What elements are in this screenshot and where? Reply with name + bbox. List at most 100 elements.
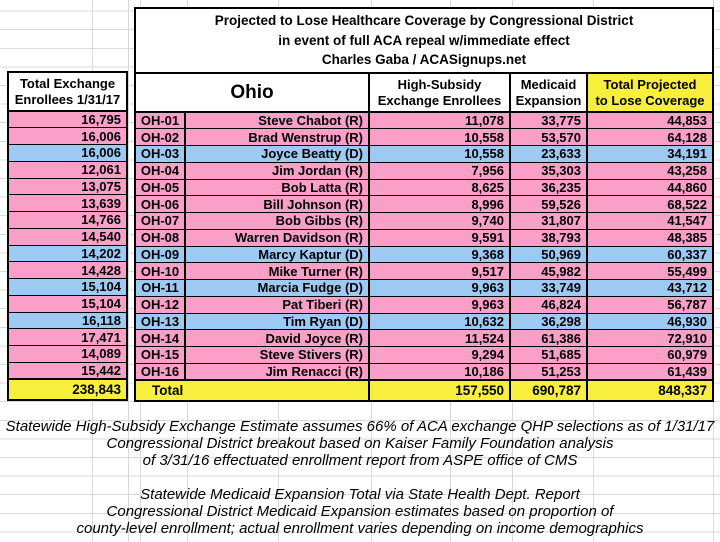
medicaid-expansion-cell[interactable]: 51,685 [509,346,588,364]
medicaid-expansion-cell[interactable]: 45,982 [509,262,588,280]
representative-cell[interactable]: Marcia Fudge (D) [184,279,370,297]
medicaid-expansion-cell[interactable]: 33,749 [509,279,588,297]
high-subsidy-header[interactable]: High-Subsidy Exchange Enrollees [368,72,511,113]
total-projected-cell[interactable]: 68,522 [585,195,715,213]
high-subsidy-cell[interactable]: 9,740 [368,212,511,230]
representative-cell[interactable]: Steve Chabot (R) [184,111,370,130]
total-projected-cell[interactable]: 55,499 [585,262,715,280]
district-code-cell[interactable]: OH-08 [134,228,186,247]
high-subsidy-cell[interactable]: 11,078 [368,111,511,130]
exchange-enrollees-cell[interactable]: 13,075 [7,177,128,196]
district-code-cell[interactable]: OH-06 [134,195,186,213]
high-subsidy-cell[interactable]: 8,625 [368,178,511,197]
exchange-enrollees-cell[interactable]: 17,471 [7,328,128,346]
district-code-cell[interactable]: OH-01 [134,111,186,130]
representative-cell[interactable]: Bob Latta (R) [184,178,370,197]
representative-cell[interactable]: Jim Jordan (R) [184,161,370,180]
exchange-enrollees-cell[interactable]: 15,442 [7,361,128,380]
high-subsidy-cell[interactable]: 9,591 [368,228,511,247]
district-code-cell[interactable]: OH-15 [134,346,186,364]
high-subsidy-cell[interactable]: 11,524 [368,329,511,347]
representative-cell[interactable]: Mike Turner (R) [184,262,370,280]
district-code-cell[interactable]: OH-04 [134,161,186,180]
total-projected-cell[interactable]: 43,258 [585,161,715,180]
total-coverage-cell[interactable]: 848,337 [585,379,715,402]
total-projected-cell[interactable]: 34,191 [585,145,715,163]
representative-cell[interactable]: Bob Gibbs (R) [184,212,370,230]
high-subsidy-cell[interactable]: 7,956 [368,161,511,180]
high-subsidy-cell[interactable]: 9,963 [368,295,511,314]
high-subsidy-cell[interactable]: 10,632 [368,312,511,331]
medicaid-expansion-cell[interactable]: 38,793 [509,228,588,247]
district-code-cell[interactable]: OH-13 [134,312,186,331]
exchange-enrollees-cell[interactable]: 16,006 [7,127,128,145]
representative-cell[interactable]: Tim Ryan (D) [184,312,370,331]
total-medicaid-cell[interactable]: 690,787 [509,379,588,402]
exchange-enrollees-cell[interactable]: 16,118 [7,311,128,330]
total-projected-cell[interactable]: 48,385 [585,228,715,247]
total-projected-cell[interactable]: 56,787 [585,295,715,314]
exchange-enrollees-cell[interactable]: 15,104 [7,294,128,313]
high-subsidy-cell[interactable]: 8,996 [368,195,511,213]
medicaid-expansion-cell[interactable]: 61,386 [509,329,588,347]
exchange-enrollees-cell[interactable]: 12,061 [7,160,128,179]
medicaid-expansion-cell[interactable]: 31,807 [509,212,588,230]
high-subsidy-cell[interactable]: 9,368 [368,245,511,264]
district-code-cell[interactable]: OH-10 [134,262,186,280]
exchange-enrollees-cell[interactable]: 16,006 [7,144,128,162]
high-subsidy-cell[interactable]: 10,558 [368,128,511,146]
total-projected-cell[interactable]: 61,439 [585,362,715,381]
representative-cell[interactable]: Warren Davidson (R) [184,228,370,247]
exchange-enrollees-cell[interactable]: 14,089 [7,345,128,363]
medicaid-expansion-cell[interactable]: 36,235 [509,178,588,197]
district-code-cell[interactable]: OH-05 [134,178,186,197]
district-code-cell[interactable]: OH-16 [134,362,186,381]
medicaid-expansion-cell[interactable]: 59,526 [509,195,588,213]
district-code-cell[interactable]: OH-11 [134,279,186,297]
medicaid-expansion-cell[interactable]: 50,969 [509,245,588,264]
representative-cell[interactable]: Jim Renacci (R) [184,362,370,381]
exchange-enrollees-cell[interactable]: 14,540 [7,227,128,246]
total-projected-cell[interactable]: 46,930 [585,312,715,331]
medicaid-expansion-header[interactable]: Medicaid Expansion [509,72,588,113]
exchange-enrollees-cell[interactable]: 14,202 [7,244,128,263]
state-header[interactable]: Ohio [134,72,370,113]
exchange-enrollees-cell[interactable]: 15,104 [7,278,128,296]
total-projected-cell[interactable]: 43,712 [585,279,715,297]
total-projected-cell[interactable]: 44,853 [585,111,715,130]
medicaid-expansion-cell[interactable]: 36,298 [509,312,588,331]
medicaid-expansion-cell[interactable]: 35,303 [509,161,588,180]
representative-cell[interactable]: Steve Stivers (R) [184,346,370,364]
representative-cell[interactable]: Bill Johnson (R) [184,195,370,213]
total-projected-cell[interactable]: 44,860 [585,178,715,197]
medicaid-expansion-cell[interactable]: 46,824 [509,295,588,314]
total-projected-header[interactable]: Total Projected to Lose Coverage [585,72,715,113]
district-code-cell[interactable]: OH-07 [134,212,186,230]
district-code-cell[interactable]: OH-03 [134,145,186,163]
medicaid-expansion-cell[interactable]: 23,633 [509,145,588,163]
high-subsidy-cell[interactable]: 9,963 [368,279,511,297]
representative-cell[interactable]: Pat Tiberi (R) [184,295,370,314]
representative-cell[interactable]: David Joyce (R) [184,329,370,347]
district-code-cell[interactable]: OH-14 [134,329,186,347]
exchange-enrollees-header[interactable]: Total Exchange Enrollees 1/31/17 [7,71,128,112]
total-projected-cell[interactable]: 72,910 [585,329,715,347]
total-label-cell[interactable]: Total [134,379,370,402]
high-subsidy-cell[interactable]: 10,558 [368,145,511,163]
high-subsidy-cell[interactable]: 9,294 [368,346,511,364]
medicaid-expansion-cell[interactable]: 33,775 [509,111,588,130]
representative-cell[interactable]: Marcy Kaptur (D) [184,245,370,264]
exchange-enrollees-cell[interactable]: 14,766 [7,211,128,229]
total-projected-cell[interactable]: 64,128 [585,128,715,146]
total-projected-cell[interactable]: 41,547 [585,212,715,230]
total-projected-cell[interactable]: 60,979 [585,346,715,364]
representative-cell[interactable]: Joyce Beatty (D) [184,145,370,163]
exchange-enrollees-cell[interactable]: 13,639 [7,194,128,212]
district-code-cell[interactable]: OH-12 [134,295,186,314]
medicaid-expansion-cell[interactable]: 53,570 [509,128,588,146]
exchange-enrollees-cell[interactable]: 16,795 [7,110,128,129]
exchange-enrollees-total-cell[interactable]: 238,843 [7,378,128,401]
medicaid-expansion-cell[interactable]: 51,253 [509,362,588,381]
high-subsidy-cell[interactable]: 9,517 [368,262,511,280]
total-projected-cell[interactable]: 60,337 [585,245,715,264]
